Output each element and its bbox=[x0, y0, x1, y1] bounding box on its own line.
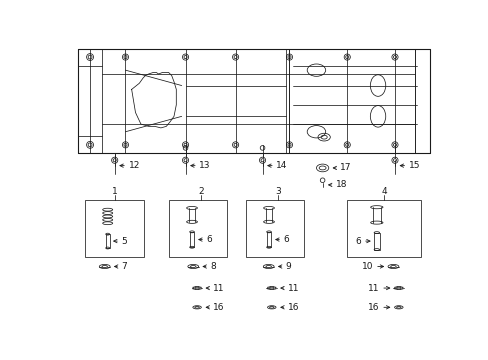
Bar bbox=[266, 232, 271, 247]
Text: 6: 6 bbox=[206, 235, 212, 244]
Text: 11: 11 bbox=[367, 284, 379, 293]
Text: 3: 3 bbox=[275, 187, 280, 196]
Text: 18: 18 bbox=[335, 180, 346, 189]
Text: 17: 17 bbox=[340, 163, 351, 172]
Bar bbox=[245, 199, 304, 257]
Text: 11: 11 bbox=[213, 284, 224, 293]
Bar bbox=[185, 49, 285, 153]
Text: 16: 16 bbox=[367, 303, 379, 312]
Text: 2: 2 bbox=[198, 187, 203, 196]
Text: 6: 6 bbox=[283, 235, 289, 244]
Bar bbox=[373, 233, 379, 249]
Text: 16: 16 bbox=[287, 303, 299, 312]
Bar bbox=[168, 199, 226, 257]
Text: 5: 5 bbox=[122, 237, 127, 246]
Text: 4: 4 bbox=[381, 187, 386, 196]
Text: 13: 13 bbox=[199, 161, 210, 170]
Text: 1: 1 bbox=[112, 187, 117, 196]
Text: 6: 6 bbox=[355, 237, 361, 246]
Bar bbox=[289, 49, 414, 153]
Text: 14: 14 bbox=[276, 161, 287, 170]
Text: 8: 8 bbox=[210, 262, 216, 271]
Text: 10: 10 bbox=[361, 262, 373, 271]
Text: 9: 9 bbox=[285, 262, 291, 271]
Bar bbox=[189, 232, 194, 247]
Text: 11: 11 bbox=[287, 284, 299, 293]
Text: 12: 12 bbox=[128, 161, 140, 170]
Bar bbox=[85, 199, 143, 257]
Bar bbox=[346, 199, 420, 257]
Text: 15: 15 bbox=[408, 161, 420, 170]
Text: 7: 7 bbox=[122, 262, 127, 271]
Bar bbox=[105, 234, 109, 248]
Text: 16: 16 bbox=[213, 303, 224, 312]
